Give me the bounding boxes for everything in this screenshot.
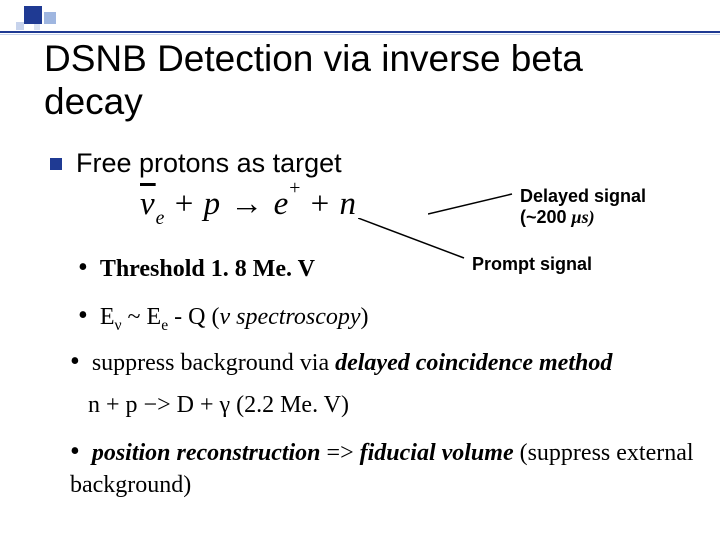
slide: DSNB Detection via inverse beta decay Fr… <box>0 0 720 540</box>
annotation-delayed-line1: Delayed signal <box>520 186 646 206</box>
eq-n: n <box>340 186 358 222</box>
bullet-level1-text: Free protons as target <box>76 148 342 178</box>
eq-p: p <box>204 186 222 222</box>
annotation-delayed-close: s) <box>582 207 595 227</box>
bullet-dot-icon: • <box>78 252 88 283</box>
annotation-delayed: Delayed signal (~200 μs) <box>520 186 700 227</box>
threshold-val: 1. 8 Me. V <box>205 256 315 282</box>
eq-nubar: ν <box>140 186 156 222</box>
deco-square-large <box>24 6 42 24</box>
en-tilde: ~ <box>122 304 147 330</box>
deco-square-small-2 <box>34 24 40 30</box>
en-E2: E <box>147 304 162 330</box>
arrow-delayed-line <box>428 194 512 214</box>
bullet-dot-icon: • <box>70 346 80 377</box>
slide-title: DSNB Detection via inverse beta decay <box>44 38 684 123</box>
eq-sub-e1: e <box>156 207 166 229</box>
en-close: ) <box>361 304 369 330</box>
reaction-equation: νe + p → e+ + n <box>140 185 357 228</box>
threshold-label: Threshold <box>100 256 205 282</box>
bullet-position: • position reconstruction => fiducial vo… <box>70 434 700 502</box>
suppress-em: delayed coincidence method <box>335 350 612 376</box>
en-nu2: ν <box>219 304 236 330</box>
eq-arrow: → <box>230 186 264 222</box>
bullet-threshold: • Threshold 1. 8 Me. V <box>78 250 315 286</box>
bullet-suppress: • suppress background via delayed coinci… <box>70 344 690 380</box>
suppress-pre: suppress background via <box>92 350 335 376</box>
eq-plus2: + <box>311 186 331 222</box>
annotation-prompt: Prompt signal <box>472 254 592 275</box>
square-bullet-icon <box>50 158 62 170</box>
annotation-delayed-mu: μ <box>572 207 582 227</box>
arrow-prompt-icon <box>358 218 474 268</box>
header-rule-light <box>0 34 720 35</box>
pos-mid: => <box>321 440 360 466</box>
en-rest: - Q ( <box>168 304 219 330</box>
arrow-delayed-icon <box>428 186 522 220</box>
eq-e: e <box>274 186 290 222</box>
np-text: n + p −> D + γ (2.2 Me. V) <box>88 392 349 418</box>
bullet-dot-icon: • <box>78 300 88 331</box>
header-rule <box>0 31 720 33</box>
annotation-delayed-open: (~200 <box>520 207 572 227</box>
eq-plus1: + <box>175 186 195 222</box>
en-sub-nu: ν <box>114 317 121 334</box>
bullet-energy-relation: • Eν ~ Ee - Q (ν spectroscopy) <box>78 298 369 336</box>
en-E1: E <box>100 304 115 330</box>
eq-sup-plus: + <box>289 177 301 199</box>
en-spec: spectroscopy <box>236 304 360 330</box>
pos-fv: fiducial volume <box>360 440 514 466</box>
bullet-np-reaction: n + p −> D + γ (2.2 Me. V) <box>88 390 349 421</box>
arrow-prompt-line <box>358 218 464 258</box>
pos-pre: position reconstruction <box>92 440 321 466</box>
bullet-level1: Free protons as target <box>50 148 342 179</box>
bullet-dot-icon: • <box>70 436 80 467</box>
deco-square-mid <box>44 12 56 24</box>
deco-square-small-1 <box>16 22 24 30</box>
